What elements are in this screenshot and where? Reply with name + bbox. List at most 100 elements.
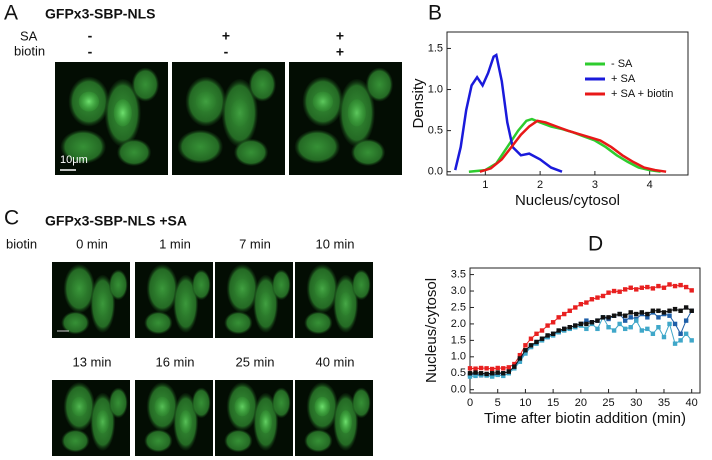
data-point <box>622 313 628 318</box>
data-point <box>545 323 550 328</box>
condition-sign: - <box>88 28 93 44</box>
panel-label: B <box>428 2 442 25</box>
condition-sign: + <box>336 44 344 60</box>
cell <box>191 387 211 418</box>
data-point <box>667 282 672 287</box>
data-point <box>467 374 473 379</box>
nucleus <box>259 410 272 434</box>
nucleus <box>314 396 331 417</box>
x-tick-label: 20 <box>575 397 587 409</box>
data-point <box>512 361 517 367</box>
data-point <box>683 284 689 290</box>
data-point <box>589 297 595 302</box>
data-point <box>656 283 661 289</box>
nucleus <box>179 410 192 434</box>
data-point <box>606 325 611 330</box>
cell <box>131 67 159 102</box>
cell <box>177 129 223 164</box>
time-label: 0 min <box>76 236 108 251</box>
data-point <box>478 371 484 376</box>
data-point <box>562 326 567 332</box>
nucleus <box>234 396 251 417</box>
data-point <box>661 285 667 290</box>
cell <box>144 311 173 335</box>
x-tick-label: 25 <box>602 397 614 409</box>
data-point <box>523 348 528 353</box>
y-tick-label: 2.5 <box>451 301 466 313</box>
row-label: biotin <box>6 236 37 251</box>
data-point <box>645 326 650 332</box>
data-point <box>473 373 478 379</box>
time-label: 13 min <box>72 354 111 369</box>
data-point <box>645 315 650 320</box>
data-point <box>517 356 523 361</box>
data-point <box>489 371 495 376</box>
data-point <box>473 370 478 375</box>
data-point <box>473 366 478 371</box>
condition-sign: + <box>222 28 230 44</box>
data-point <box>517 352 523 358</box>
time-label: 16 min <box>155 354 194 369</box>
y-tick-label: 1.5 <box>428 42 443 54</box>
data-point <box>523 351 528 356</box>
data-point <box>467 366 473 371</box>
data-point <box>667 313 672 318</box>
data-point <box>595 318 600 323</box>
data-point <box>534 331 539 336</box>
data-point <box>578 321 584 327</box>
data-point <box>600 315 606 320</box>
data-point <box>628 310 633 315</box>
cell <box>304 311 333 335</box>
data-point <box>656 325 661 330</box>
time-label: 40 min <box>315 354 354 369</box>
data-point <box>539 336 545 341</box>
data-point <box>484 371 489 377</box>
data-point <box>556 315 561 320</box>
cell <box>365 67 393 102</box>
nucleus <box>195 91 217 112</box>
data-point <box>578 301 584 307</box>
data-point <box>512 364 517 369</box>
data-point <box>534 339 539 345</box>
cell <box>61 311 90 335</box>
data-point <box>689 338 694 343</box>
data-point <box>495 372 500 378</box>
data-point <box>589 320 595 325</box>
cell <box>294 129 340 164</box>
cell <box>351 138 386 166</box>
data-point <box>495 365 500 371</box>
nucleus <box>314 278 331 299</box>
cell <box>61 429 90 453</box>
y-tick-label: 0.5 <box>428 125 443 137</box>
data-point <box>678 282 683 288</box>
data-point <box>517 359 523 364</box>
y-tick-label: 0.0 <box>451 384 466 396</box>
cell <box>248 67 276 102</box>
nucleus <box>339 292 352 316</box>
time-label: 25 min <box>235 354 274 369</box>
nucleus <box>113 99 132 127</box>
data-point <box>667 308 672 313</box>
y-axis-label: Nucleus/cytosol <box>423 278 440 383</box>
cell <box>108 387 128 418</box>
data-point <box>611 288 617 294</box>
panel-title: GFPx3-SBP-NLS <box>45 6 155 22</box>
cell <box>191 269 211 300</box>
data-point <box>606 315 611 320</box>
panel-label: D <box>588 233 603 256</box>
data-point <box>489 374 495 379</box>
cell <box>224 311 253 335</box>
data-point <box>495 370 500 375</box>
data-point <box>628 325 633 330</box>
x-tick-label: 40 <box>686 397 698 409</box>
cell <box>117 138 152 166</box>
data-point <box>528 336 534 341</box>
nucleus <box>96 410 109 434</box>
data-point <box>656 315 661 320</box>
data-point <box>683 305 689 310</box>
data-point <box>584 318 589 323</box>
data-point <box>567 308 572 313</box>
scale-bar-label: 10μm <box>60 154 88 166</box>
legend-label: - SA <box>611 58 633 70</box>
